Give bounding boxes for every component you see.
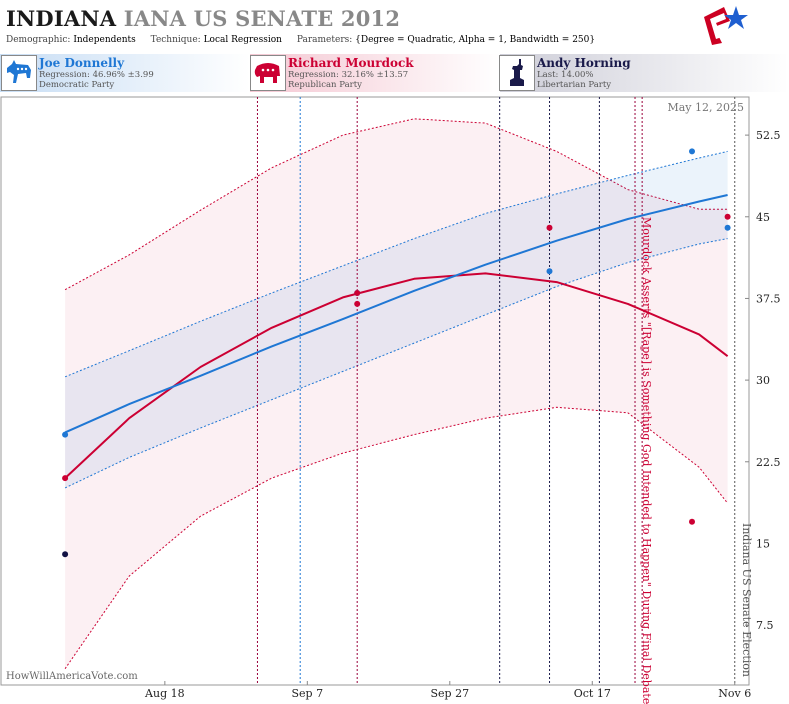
demographic-value: Independents — [73, 35, 136, 45]
candidate-rep-party: Republican Party — [288, 80, 362, 90]
date-stamp: May 12, 2025 — [667, 101, 744, 114]
y-tick-label: 15 — [756, 537, 770, 550]
candidate-lib-stat: Last: 14.00% — [537, 70, 594, 80]
band-upper-rep — [64, 118, 728, 291]
parameters-value: {Degree = Quadratic, Alpha = 1, Bandwidt… — [355, 35, 596, 45]
poll-point-rep — [546, 224, 553, 231]
poll-point-dem — [546, 268, 553, 275]
annotation-1: Indiana US Senate Election — [740, 523, 753, 677]
technique-label: Technique: — [150, 35, 201, 45]
candidate-legend: Joe Donnelly Regression: 46.96% ±3.99 De… — [0, 54, 789, 92]
x-tick-label: Nov 6 — [718, 687, 751, 700]
candidate-lib-party: Libertarian Party — [537, 80, 612, 90]
poll-point-rep — [354, 290, 361, 296]
band-dem — [65, 151, 728, 488]
candidate-dem-party: Democratic Party — [39, 80, 115, 90]
poll-point-dem — [62, 431, 69, 438]
chart-title: INDIANA IANA US SENATE 2012 — [6, 6, 400, 31]
x-tick-label: Sep 7 — [292, 687, 324, 700]
y-tick-label: 7.5 — [756, 619, 774, 632]
plot-frame — [0, 96, 750, 686]
candidate-lib: Andy Horning Last: 14.00% Libertarian Pa… — [499, 54, 784, 92]
candidate-dem-stat: Regression: 46.96% ±3.99 — [39, 70, 154, 80]
y-tick-label: 52.5 — [756, 129, 781, 142]
trend-line-dem — [64, 194, 728, 434]
y-tick-label: 45 — [756, 211, 770, 224]
legend-backgrounds — [0, 54, 789, 92]
band-upper-dem — [64, 150, 728, 378]
poll-point-lib — [62, 551, 69, 558]
annotation-0: Mourdock Asserts "[Rape] is Something Go… — [640, 217, 653, 704]
donkey-icon — [1, 55, 37, 91]
band-rep — [65, 118, 728, 669]
poll-point-rep — [724, 213, 731, 220]
candidate-lib-name: Andy Horning — [537, 56, 631, 70]
candidate-rep: Richard Mourdock Regression: 32.16% ±13.… — [250, 54, 495, 92]
parameters-label: Parameters: — [296, 35, 353, 45]
poll-point-rep — [354, 300, 361, 307]
y-tick-label: 22.5 — [756, 456, 781, 469]
poll-point-rep — [689, 518, 695, 525]
site-watermark: HowWillAmericaVote.com — [6, 671, 138, 682]
poll-point-dem — [724, 224, 731, 231]
poll-point-rep — [62, 475, 69, 482]
y-tick-label: 37.5 — [756, 292, 781, 305]
candidate-rep-stat: Regression: 32.16% ±13.57 — [288, 70, 409, 80]
chart-header: INDIANA IANA US SENATE 2012 Demographic:… — [0, 0, 789, 52]
demographic-label: Demographic: — [6, 35, 71, 45]
candidate-rep-name: Richard Mourdock — [288, 56, 414, 70]
chart-parameters: Demographic: Independents Technique: Loc… — [6, 35, 607, 45]
candidate-dem: Joe Donnelly Regression: 46.96% ±3.99 De… — [1, 54, 246, 92]
title-state: INDIANA — [6, 6, 117, 31]
liberty-icon — [499, 55, 535, 91]
x-tick-label: Sep 27 — [431, 687, 470, 700]
y-tick-label: 30 — [756, 374, 770, 387]
site-logo — [704, 6, 748, 45]
title-race: IANA US SENATE 2012 — [123, 6, 401, 31]
poll-point-dem — [689, 148, 695, 155]
x-tick-label: Oct 17 — [574, 687, 611, 700]
technique-value: Local Regression — [203, 35, 282, 45]
x-tick-label: Aug 18 — [144, 687, 185, 700]
trend-line-rep — [64, 272, 729, 479]
candidate-dem-name: Joe Donnelly — [39, 56, 125, 70]
elephant-icon — [250, 55, 286, 91]
